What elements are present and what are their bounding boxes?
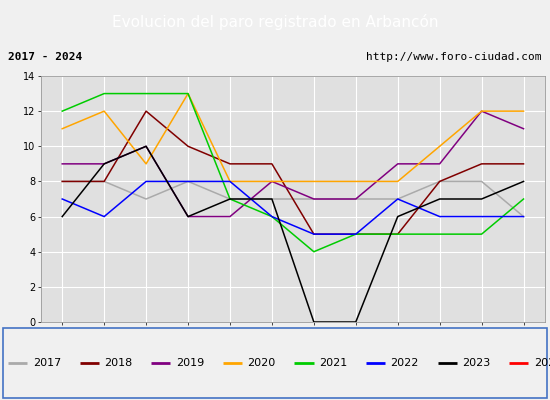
FancyBboxPatch shape	[3, 328, 547, 398]
Text: http://www.foro-ciudad.com: http://www.foro-ciudad.com	[366, 52, 542, 62]
Text: 2021: 2021	[319, 358, 347, 368]
Text: 2023: 2023	[462, 358, 490, 368]
Text: 2022: 2022	[390, 358, 419, 368]
Text: 2017 - 2024: 2017 - 2024	[8, 52, 82, 62]
Text: Evolucion del paro registrado en Arbancón: Evolucion del paro registrado en Arbancó…	[112, 14, 438, 30]
Text: 2017: 2017	[32, 358, 61, 368]
Text: 2019: 2019	[176, 358, 204, 368]
Text: 2018: 2018	[104, 358, 133, 368]
Text: 2020: 2020	[248, 358, 276, 368]
Text: 2024: 2024	[534, 358, 550, 368]
